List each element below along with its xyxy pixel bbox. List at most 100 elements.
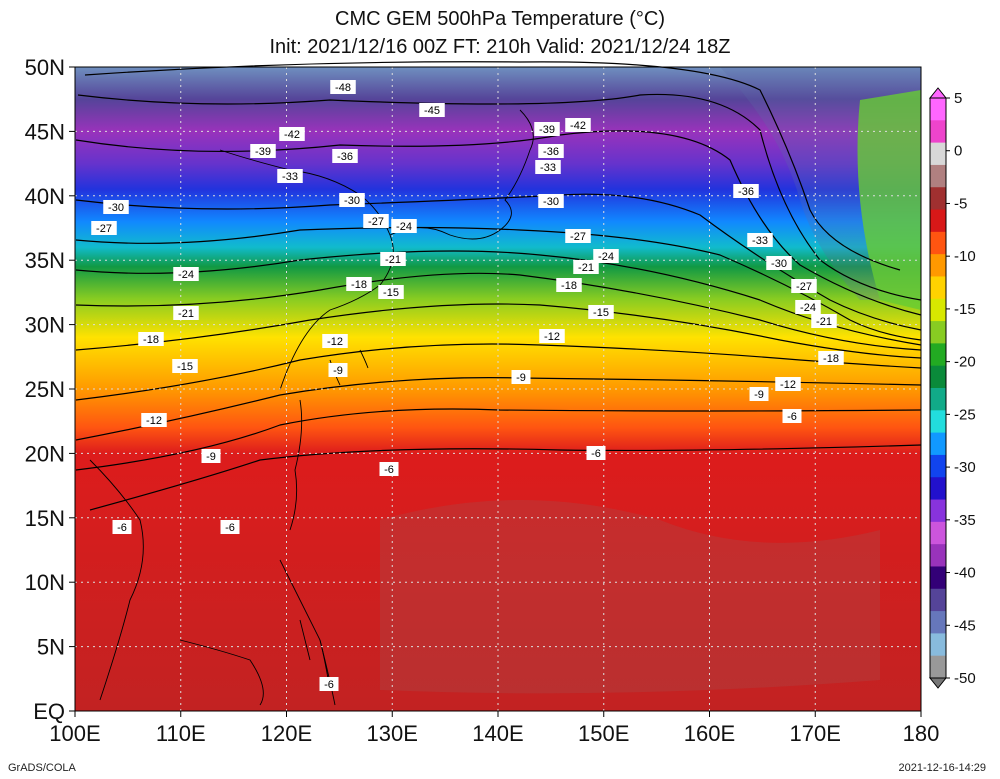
lat-tick-label: 35N [25,248,65,273]
svg-text:-12: -12 [780,379,796,391]
contour-label: -30 [766,256,792,270]
svg-text:-18: -18 [351,279,367,291]
colorbar-swatch [930,432,946,456]
contour-label: -36 [538,144,564,158]
lat-tick-label: 25N [25,377,65,402]
colorbar-swatch [930,164,946,188]
colorbar-label: -20 [954,354,976,371]
lon-tick-label: 150E [578,721,629,746]
contour-label: -12 [322,334,348,348]
coastline-segment [89,459,144,701]
svg-text:-24: -24 [178,269,194,281]
svg-text:-33: -33 [540,162,556,174]
contour-label: -30 [339,193,365,207]
colorbar-label: -5 [954,195,967,212]
lon-tick-label: 140E [472,721,523,746]
colorbar-swatch [930,120,946,144]
colorbar-swatch [930,588,946,612]
colorbar-swatch [930,187,946,211]
svg-text:-36: -36 [543,146,559,158]
svg-text:-18: -18 [561,280,577,292]
contour-label: -33 [535,160,561,174]
colorbar-swatch [930,142,946,166]
contour-label: -18 [818,351,844,365]
contour-label: -24 [795,300,821,314]
svg-text:-21: -21 [385,254,401,266]
contour-label: -42 [565,118,591,132]
contour-label: -27 [363,214,389,228]
colorbar-swatch [930,388,946,411]
svg-text:-39: -39 [255,146,271,158]
contour-label: -27 [791,279,817,293]
colorbar-label: -50 [954,670,976,687]
colorbar-swatch [930,343,946,367]
contour-label: -15 [588,305,614,319]
svg-text:-6: -6 [787,411,797,423]
svg-text:-33: -33 [752,235,768,247]
colorbar-label: -40 [954,565,976,582]
svg-text:-33: -33 [282,171,298,183]
svg-text:-27: -27 [570,231,586,243]
contour-label: -39 [534,122,560,136]
svg-text:-42: -42 [284,129,300,141]
lat-tick-label: 30N [25,313,65,338]
lat-tick-label: 45N [25,119,65,144]
lat-tick-label: 20N [25,441,65,466]
contour-label: -30 [103,200,129,214]
svg-text:-21: -21 [578,262,594,274]
svg-text:-12: -12 [327,336,343,348]
svg-text:-30: -30 [108,202,124,214]
svg-text:-24: -24 [598,251,614,263]
cool-east-region [857,90,921,310]
colorbar-label: -25 [954,406,976,423]
svg-text:-18: -18 [143,334,159,346]
contour-label: -24 [391,219,417,233]
map-subtitle: Init: 2021/12/16 00Z FT: 210h Valid: 202… [269,36,731,58]
colorbar-bottom-arrow [928,677,948,689]
svg-text:-6: -6 [117,522,127,534]
colorbar-swatch [930,499,946,523]
svg-text:-9: -9 [333,365,343,377]
contour-label: -6 [319,677,339,691]
contour-labels: -48-45-42-42-39-39-36 -36-36-33-33-33-30-… [91,80,844,691]
contour-label: -6 [379,462,399,476]
contour-label: -15 [172,359,198,373]
latitude-axis: EQ 5N 10N 15N 20N 25N 30N 35N 40N 45N 50N [25,55,75,724]
svg-text:-15: -15 [383,287,399,299]
colorbar-swatch [930,365,946,389]
contour-label: -15 [378,285,404,299]
svg-text:-6: -6 [591,448,601,460]
contour-label: -24 [593,249,619,263]
isotherm [75,343,922,401]
contour-label: -21 [573,260,599,274]
lat-tick-label: 15N [25,506,65,531]
isotherm [75,193,922,331]
contour-label: -21 [811,314,837,328]
lon-tick-label: 180 [903,721,940,746]
colorbar-swatch [930,633,946,657]
colorbar-label: 0 [954,143,962,160]
contour-label: -27 [91,221,117,235]
svg-text:-36: -36 [337,151,353,163]
contour-label: -48 [330,80,356,94]
svg-text:-48: -48 [335,82,351,94]
lat-tick-label: EQ [33,699,65,724]
coastline-segment [179,639,264,706]
contour-label: -18 [556,278,582,292]
colorbar-label: -45 [954,617,976,634]
svg-text:-9: -9 [206,451,216,463]
colorbar-swatch [930,454,946,478]
svg-text:-9: -9 [754,389,764,401]
svg-text:-30: -30 [344,195,360,207]
coastline-segment [389,109,534,240]
isotherm [89,444,922,511]
contour-label: -45 [419,103,445,117]
isotherm [75,303,922,359]
contour-label: -9 [749,387,769,401]
isotherm [75,408,922,471]
isotherm [75,377,922,441]
svg-text:-6: -6 [225,522,235,534]
colorbar-swatch [930,321,946,344]
colorbar-swatch [930,98,946,121]
contour-label: -12 [775,377,801,391]
